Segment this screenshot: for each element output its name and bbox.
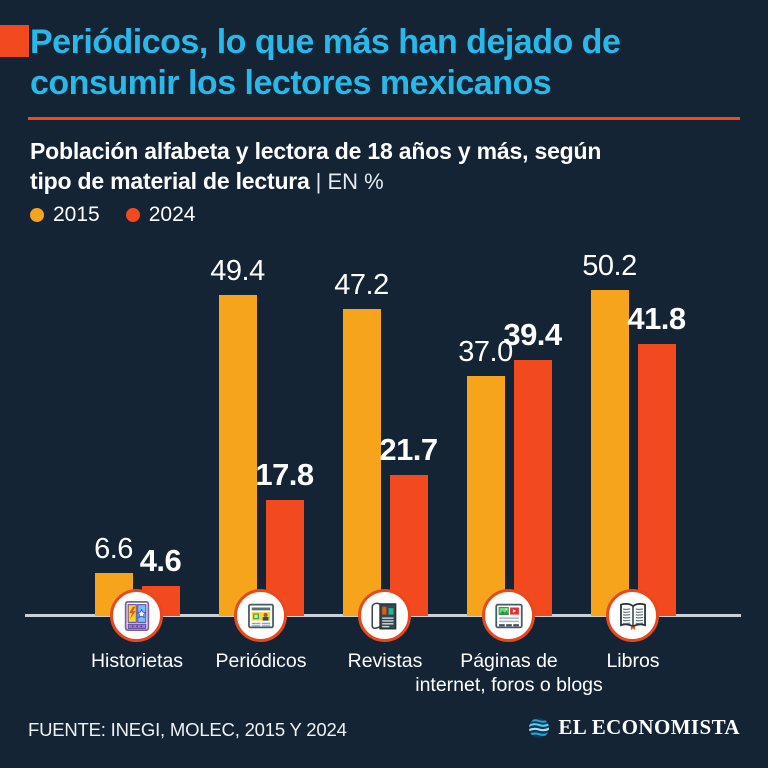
category-label-2: Periódicos: [215, 650, 307, 672]
value-label-2015-5: 50.2: [582, 249, 637, 282]
category-label-5: Libros: [606, 650, 660, 672]
title-divider: [28, 117, 740, 120]
source-note: FUENTE: INEGI, MOLEC, 2015 Y 2024: [28, 719, 347, 740]
value-label-2015-2: 49.4: [210, 254, 265, 287]
newspaper-icon: [247, 603, 274, 628]
page-title: Periódicos, lo que más han dejado de con…: [30, 22, 754, 104]
category-icon-libros: [606, 589, 659, 642]
category-icon-periodicos: [234, 589, 287, 642]
category-icon-revistas: [358, 589, 411, 642]
webpage-icon: [494, 603, 523, 628]
bar-2024-4: [513, 359, 552, 616]
chart-subtitle: Población alfabeta y lectora de 18 años …: [30, 136, 754, 197]
legend: 2015 2024: [30, 203, 195, 227]
value-label-2015-4: 37.0: [458, 335, 513, 368]
bar-2015-3: [342, 309, 381, 616]
value-label-2024-5: 41.8: [627, 301, 686, 337]
subtitle-line-1: Población alfabeta y lectora de 18 años …: [30, 138, 602, 164]
bar-2015-2: [218, 294, 257, 616]
category-icon-paginas: [482, 589, 535, 642]
open-book-icon: [619, 602, 646, 630]
value-label-2024-4: 39.4: [503, 316, 562, 352]
value-label-2024-1: 4.6: [139, 543, 182, 579]
category-label-4: Páginas de internet, foros o blogs: [415, 650, 603, 696]
value-label-2024-3: 21.7: [379, 431, 438, 467]
bar-2015-4: [466, 375, 505, 616]
comic-icon: [124, 600, 149, 631]
subtitle-line-2: tipo de material de lectura | EN %: [30, 166, 754, 197]
brand-logo: EL ECONOMISTA: [527, 715, 740, 740]
value-label-2024-2: 17.8: [255, 457, 314, 493]
bar-2015-5: [590, 289, 629, 616]
value-label-2015-1: 6.6: [94, 533, 133, 566]
category-label-1: Historietas: [90, 650, 184, 672]
legend-dot-2015-icon: [30, 208, 44, 222]
legend-label-2024: 2024: [148, 203, 196, 226]
subtitle-bold: tipo de material de lectura: [30, 168, 310, 194]
legend-item-2024: 2024: [125, 203, 196, 227]
title-line-1: Periódicos, lo que más han dejado de: [30, 23, 621, 61]
value-label-2015-3: 47.2: [334, 269, 389, 302]
legend-label-2015: 2015: [53, 203, 100, 226]
category-label-3: Revistas: [347, 650, 423, 672]
brand-name: EL ECONOMISTA: [558, 715, 740, 739]
category-icon-historietas: [110, 589, 163, 642]
legend-item-2015: 2015: [30, 203, 100, 227]
magazine-icon: [370, 601, 396, 629]
accent-square: [0, 25, 29, 57]
el-economista-globe-icon: [529, 717, 550, 738]
legend-dot-2024-icon: [125, 208, 140, 222]
bar-2024-5: [637, 344, 676, 616]
title-line-2: consumir los lectores mexicanos: [30, 64, 552, 102]
subtitle-unit-note: | EN %: [315, 169, 384, 194]
